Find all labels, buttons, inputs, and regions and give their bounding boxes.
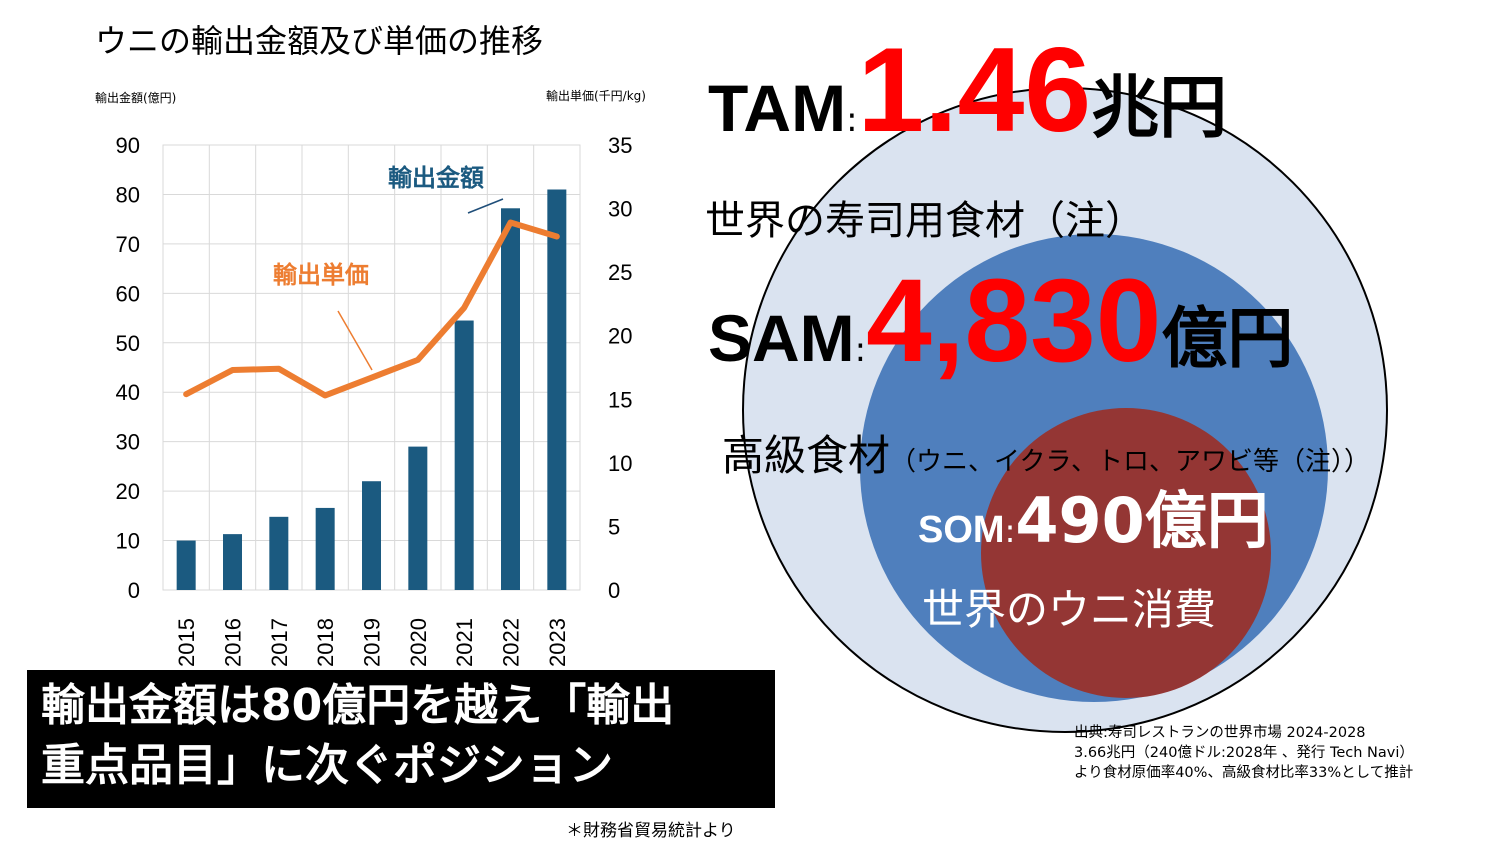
y-left-tick-label: 80 bbox=[116, 182, 140, 207]
bar-2015 bbox=[176, 540, 196, 590]
citation-line-3: より食材原価率40%、高級食材比率33%として推計 bbox=[1074, 765, 1414, 781]
tam-value: 1.46 bbox=[857, 23, 1092, 157]
chart: 0 10 20 30 40 50 60 70 80 90 0 5 10 15 20 25 30 35 輸出金額(億円… bbox=[95, 88, 646, 667]
y-right-tick-label: 5 bbox=[608, 514, 620, 539]
y-left-axis-label: 輸出金額(億円) bbox=[95, 90, 176, 105]
bar-series-annotation: 輸出金額 bbox=[388, 164, 484, 192]
som-colon: : bbox=[1004, 512, 1016, 550]
bar-2022 bbox=[501, 208, 520, 591]
source-note: ＊財務省貿易統計より bbox=[566, 821, 736, 841]
x-tick-label: 2015 bbox=[174, 618, 199, 667]
sam-value: 4,830 bbox=[866, 255, 1162, 387]
x-tick-label: 2019 bbox=[360, 618, 385, 667]
bar-2018 bbox=[315, 507, 335, 590]
citation: 出典:寿司レストランの世界市場 2024-2028 3.66兆円（240億ドル:… bbox=[1074, 723, 1414, 783]
som-heading: SOM:490億円 bbox=[918, 490, 1269, 552]
tam-description: 世界の寿司用食材（注） bbox=[705, 198, 1145, 244]
x-tick-label: 2018 bbox=[313, 618, 338, 667]
sam-desc-main: 高級食材 bbox=[722, 431, 891, 480]
tam-unit: 兆円 bbox=[1091, 69, 1228, 148]
y-left-tick-label: 50 bbox=[116, 331, 140, 356]
y-left-tick-label: 40 bbox=[116, 380, 140, 405]
sam-label: SAM bbox=[708, 301, 855, 375]
y-left-tick-label: 90 bbox=[116, 133, 140, 158]
x-tick-label: 2022 bbox=[499, 618, 524, 667]
tam-colon: : bbox=[846, 100, 858, 140]
x-tick-label: 2016 bbox=[221, 618, 246, 667]
unit-price-line bbox=[183, 219, 560, 399]
sam-desc-sub: （ウニ、イクラ、トロ、アワビ等（注）） bbox=[890, 447, 1370, 477]
bar-annotation-leader bbox=[467, 198, 504, 214]
bar-2019 bbox=[362, 481, 381, 590]
y-right-tick-label: 30 bbox=[608, 197, 632, 222]
bar-2020 bbox=[408, 446, 428, 590]
line-annotation-leader bbox=[337, 310, 373, 371]
callout-line-1: 輸出金額は80億円を越え「輸出 bbox=[41, 680, 675, 731]
citation-line-2: 3.66兆円（240億ドル:2028年 、発行 Tech Navi） bbox=[1074, 745, 1414, 761]
y-right-tick-label: 0 bbox=[608, 578, 620, 603]
line-series-annotation: 輸出単価 bbox=[273, 261, 369, 289]
tam-label: TAM bbox=[708, 71, 847, 145]
callout-box: 輸出金額は80億円を越え「輸出 重点品目」に次ぐポジション bbox=[27, 670, 775, 808]
citation-line-1: 出典:寿司レストランの世界市場 2024-2028 bbox=[1074, 725, 1366, 741]
y-left-tick-label: 10 bbox=[116, 529, 140, 554]
callout-line-2: 重点品目」に次ぐポジション bbox=[41, 740, 613, 791]
y-right-tick-label: 35 bbox=[608, 133, 632, 158]
som-value: 490億円 bbox=[1015, 484, 1269, 557]
sam-unit: 億円 bbox=[1161, 300, 1294, 377]
y-right-tick-label: 15 bbox=[608, 387, 632, 412]
y-left-tick-label: 70 bbox=[116, 232, 140, 257]
y-right-tick-label: 10 bbox=[608, 451, 632, 476]
sam-colon: : bbox=[854, 330, 867, 370]
som-circle bbox=[981, 408, 1271, 698]
y-right-axis-label: 輸出単価(千円/kg) bbox=[546, 88, 646, 103]
x-tick-label: 2023 bbox=[545, 618, 570, 667]
y-left-tick-label: 20 bbox=[116, 479, 140, 504]
y-left-tick-label: 30 bbox=[116, 430, 140, 455]
sam-heading: SAM:4,830億円 bbox=[708, 262, 1293, 380]
bar-2017 bbox=[269, 516, 289, 590]
chart-title: ウニの輸出金額及び単価の推移 bbox=[95, 22, 544, 60]
bar-2023 bbox=[547, 189, 567, 590]
x-tick-label: 2017 bbox=[267, 618, 292, 667]
x-tick-label: 2020 bbox=[406, 618, 431, 667]
bar-2016 bbox=[223, 534, 242, 590]
y-right-tick-label: 20 bbox=[608, 324, 632, 349]
som-label: SOM bbox=[918, 509, 1005, 551]
x-tick-label: 2021 bbox=[452, 618, 477, 667]
y-right-tick-label: 25 bbox=[608, 260, 632, 285]
sam-description: 高級食材（ウニ、イクラ、トロ、アワビ等（注）） bbox=[722, 422, 1370, 483]
bar-2021 bbox=[454, 320, 474, 590]
y-left-tick-label: 60 bbox=[116, 281, 140, 306]
tam-heading: TAM:1.46兆円 bbox=[708, 30, 1227, 150]
y-left-tick-label: 0 bbox=[128, 578, 140, 603]
som-description: 世界のウニ消費 bbox=[922, 585, 1217, 634]
